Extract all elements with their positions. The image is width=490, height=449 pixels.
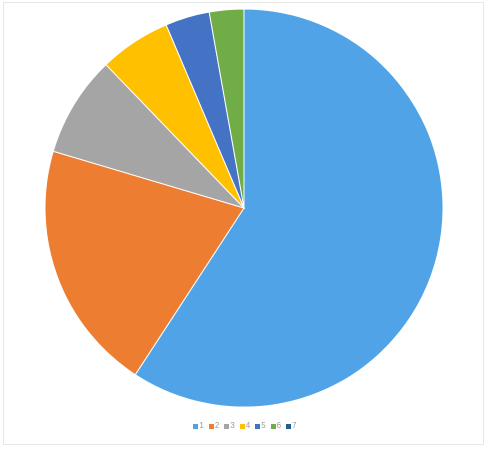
legend-item-7: 7	[286, 421, 297, 431]
pie-slice-3	[52, 63, 246, 210]
legend-item-6: 6	[270, 421, 282, 431]
legend-label: 6	[276, 421, 282, 430]
legend-swatch	[224, 423, 230, 429]
legend-swatch	[239, 423, 245, 429]
legend-item-4: 4	[239, 421, 251, 431]
legend-label: 7	[292, 421, 297, 430]
chart-legend: 1 2 3 4 5 6 7	[0, 421, 490, 431]
legend-swatch	[255, 423, 261, 429]
legend-item-3: 3	[224, 421, 235, 431]
legend-label: 4	[245, 421, 251, 430]
legend-swatch	[208, 423, 214, 429]
legend-label: 1	[199, 421, 204, 430]
legend-item-5: 5	[255, 421, 266, 431]
legend-item-1: 1	[193, 421, 204, 431]
pie-slice-1	[134, 8, 444, 408]
legend-label: 3	[230, 421, 235, 430]
legend-swatch	[286, 423, 292, 429]
legend-swatch	[270, 423, 276, 429]
legend-label: 2	[214, 421, 220, 430]
pie-slice-6	[208, 8, 245, 209]
pie-slice-2	[44, 150, 245, 376]
legend-swatch	[193, 423, 199, 429]
legend-label: 5	[261, 421, 266, 430]
legend-item-2: 2	[208, 421, 220, 431]
